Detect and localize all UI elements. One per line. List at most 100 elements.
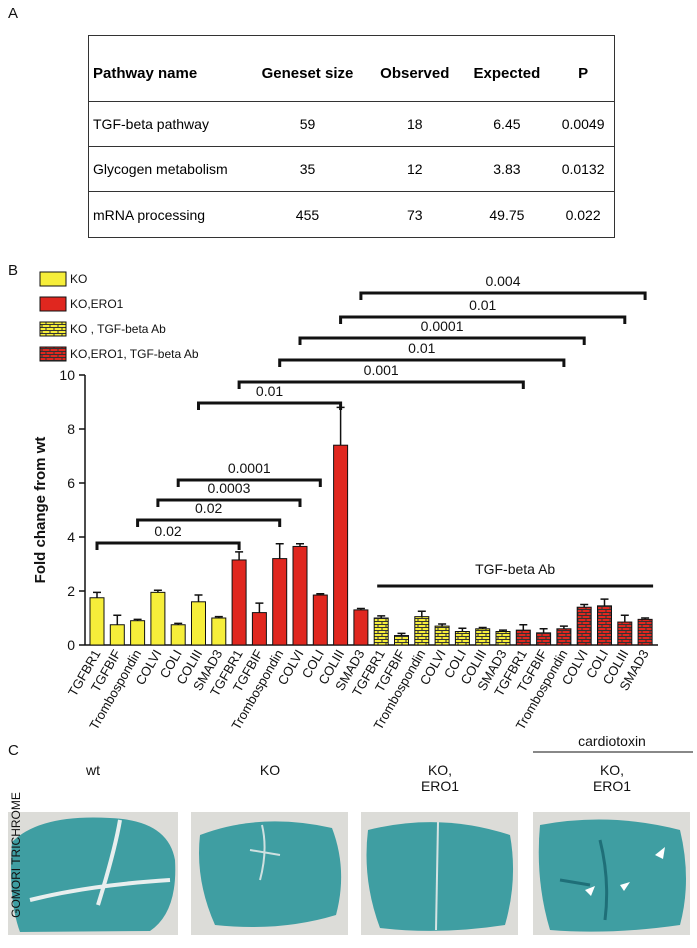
significance-label: 0.0001 [421, 318, 464, 334]
bar [536, 632, 552, 646]
bar [292, 545, 308, 646]
legend-swatch [39, 271, 67, 287]
significance-bracket [95, 541, 241, 550]
bar [394, 635, 409, 646]
tissue [366, 822, 514, 931]
bar [272, 558, 288, 646]
tissue [11, 817, 176, 932]
significance-bracket [197, 401, 343, 410]
significance-label: 0.001 [364, 362, 399, 378]
bar [495, 631, 511, 646]
error-bar [194, 594, 203, 602]
significance-bracket [176, 478, 322, 487]
bar [312, 594, 328, 646]
cell: 18 [367, 101, 462, 147]
error-bar [620, 614, 629, 623]
significance-bracket [136, 518, 282, 527]
image-title: KO, ERO1 [420, 762, 460, 794]
crack [249, 824, 281, 881]
stain-label: GOMORI TRICHROME [9, 792, 23, 918]
bar [597, 605, 612, 646]
error-bar [214, 615, 223, 618]
significance-bracket [237, 380, 525, 389]
error-bar [641, 617, 650, 620]
error-bar [153, 589, 162, 593]
cell: 59 [247, 101, 368, 147]
tissue [538, 819, 686, 932]
crack [435, 821, 439, 931]
bar [150, 591, 166, 646]
lesion [559, 839, 609, 921]
bar [475, 628, 491, 646]
bar [556, 628, 572, 646]
significance-bracket [298, 336, 586, 345]
error-bar [356, 607, 365, 610]
error-bar [255, 602, 264, 613]
bar [414, 616, 430, 646]
header-row: Pathway name Geneset size Observed Expec… [88, 35, 615, 102]
treatment-label: cardiotoxin [578, 733, 646, 749]
bar [211, 617, 227, 646]
image-title: KO, ERO1 [592, 762, 632, 794]
bar [576, 606, 592, 646]
bar [89, 597, 105, 646]
bar [231, 559, 247, 646]
y-axis-label: Fold change from wt [32, 437, 49, 584]
significance-label: 0.01 [408, 340, 435, 356]
error-bar [296, 543, 304, 547]
significance-label: 0.02 [195, 500, 222, 516]
cell: mRNA processing [93, 206, 206, 223]
arrowhead [585, 847, 665, 896]
significance-bracket [156, 498, 302, 507]
significance-label: 0.0003 [208, 480, 251, 496]
bar [109, 624, 125, 646]
bar [373, 617, 389, 646]
significance-label: 0.0001 [228, 460, 271, 476]
error-bar [275, 543, 284, 559]
legend-label: KO [70, 272, 87, 286]
error-bar [539, 628, 548, 633]
row: TGF-beta pathway 59 18 6.45 0.0049 [88, 101, 615, 147]
cell: 73 [406, 206, 423, 223]
bar [130, 620, 146, 646]
bar [637, 618, 653, 646]
image-title: KO [259, 762, 281, 778]
significance-label: 0.02 [154, 523, 181, 539]
header-cell: Expected [461, 35, 553, 102]
header-cell: P [552, 35, 615, 102]
cell: 455 [295, 206, 320, 223]
legend-label: KO , TGF-beta Ab [70, 322, 166, 336]
legend-swatch [39, 346, 67, 362]
bar [191, 601, 206, 646]
bar [454, 631, 470, 646]
error-bar [499, 629, 507, 632]
tissue [199, 821, 342, 928]
row: Glycogen metabolism 35 12 3.83 0.0132 [88, 146, 615, 193]
cell: 0.022 [565, 206, 601, 223]
cell: 0.0132 [552, 146, 615, 193]
error-bar [113, 614, 122, 625]
cell: Glycogen metabolism [88, 146, 247, 193]
bar [333, 444, 349, 646]
group-label: TGF-beta Ab [475, 561, 555, 577]
error-bar [417, 610, 426, 617]
panel-label: A [8, 5, 19, 22]
header-cell: Observed [367, 35, 462, 102]
significance-label: 0.004 [485, 273, 520, 289]
bar [353, 609, 369, 646]
pathway-table: Pathway name Geneset size Observed Expec… [88, 35, 615, 238]
significance-bracket [339, 315, 627, 324]
y-tick-label: 2 [67, 583, 75, 599]
error-bar [174, 622, 183, 625]
row: mRNA processing 455 73 49.75 0.022 [89, 192, 615, 238]
y-tick-label: 6 [67, 475, 75, 491]
error-bar [235, 551, 244, 560]
error-bar [519, 624, 528, 631]
cell: 35 [247, 146, 368, 193]
error-bar [316, 592, 325, 596]
legend-swatch [39, 296, 67, 312]
histology-images: GOMORI TRICHROME [8, 751, 693, 935]
y-tick-label: 4 [67, 529, 75, 545]
error-bar [478, 626, 487, 629]
